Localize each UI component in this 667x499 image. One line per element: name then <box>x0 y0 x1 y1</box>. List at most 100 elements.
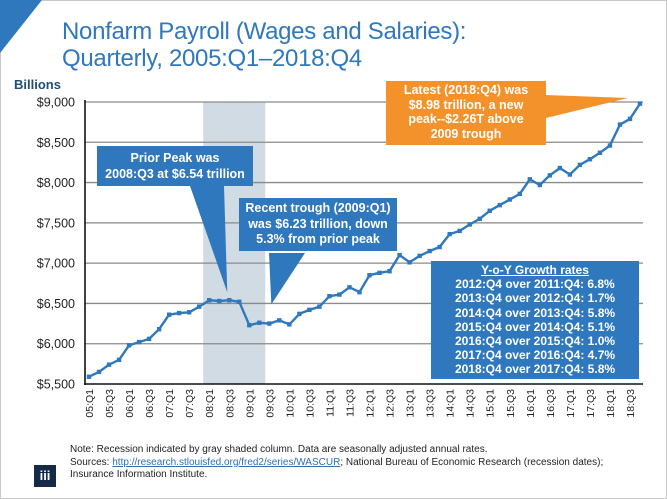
x-tick-label: 12:Q3 <box>385 389 397 418</box>
data-point <box>397 252 402 258</box>
data-point <box>106 362 112 367</box>
page-title: Nonfarm Payroll (Wages and Salaries): Qu… <box>62 18 466 72</box>
data-point <box>587 157 593 162</box>
x-tick-label: 05:Q1 <box>84 389 96 418</box>
data-point <box>457 228 462 234</box>
data-point <box>527 177 532 182</box>
trough-pointer <box>269 253 305 305</box>
prior-peak-pointer <box>190 186 228 293</box>
footer-notes: Note: Recession indicated by gray shaded… <box>70 444 650 482</box>
trough-line-1: Recent trough (2009:Q1) <box>245 201 391 215</box>
data-point <box>136 339 142 345</box>
x-tick-label: 17:Q1 <box>565 389 577 418</box>
x-tick-label: 07:Q3 <box>184 389 196 418</box>
growth-rates-heading: Y-o-Y Growth rates <box>481 263 589 277</box>
data-point <box>96 369 102 375</box>
data-point <box>507 197 512 202</box>
prior-peak-callout: Prior Peak was 2008:Q3 at $6.54 trillion <box>97 146 253 186</box>
x-tick-label: 14:Q1 <box>445 389 457 418</box>
data-point <box>197 304 202 309</box>
x-tick-label: 15:Q1 <box>485 389 497 418</box>
x-tick-label: 10:Q3 <box>304 389 316 418</box>
x-tick-label: 09:Q3 <box>264 389 276 418</box>
x-tick-label: 13:Q3 <box>425 389 437 418</box>
y-tick-label: $5,500 <box>37 378 75 392</box>
data-point <box>307 307 312 313</box>
data-point <box>607 143 613 148</box>
data-point <box>367 273 372 278</box>
data-point <box>617 122 623 127</box>
growth-rate-row: 2016:Q4 over 2015:Q4: 1.0% <box>454 334 616 349</box>
data-point <box>267 321 272 326</box>
x-tick-label: 06:Q1 <box>124 389 136 418</box>
data-point <box>357 289 362 295</box>
y-tick-label: $7,500 <box>37 216 75 230</box>
iii-logo: iii <box>34 465 56 487</box>
data-point <box>577 162 583 168</box>
data-point <box>417 253 422 259</box>
data-point <box>437 244 442 250</box>
data-point <box>166 312 172 317</box>
footer-sources-line-2: Insurance Information Institute. <box>70 469 208 480</box>
data-point <box>597 150 603 155</box>
y-tick-label: $8,500 <box>37 136 75 150</box>
data-point <box>327 293 332 299</box>
data-point <box>237 299 242 305</box>
data-point <box>116 357 122 363</box>
data-point <box>337 292 342 297</box>
x-tick-label: 10:Q1 <box>284 389 296 418</box>
data-point <box>537 182 543 188</box>
title-line-1: Nonfarm Payroll (Wages and Salaries): <box>62 18 467 45</box>
x-tick-label: 18:Q3 <box>625 389 637 418</box>
data-point <box>146 336 152 342</box>
y-tick-label: $6,000 <box>37 337 75 351</box>
data-point <box>207 298 212 303</box>
data-point <box>447 231 452 237</box>
data-point <box>297 311 302 317</box>
data-point <box>257 320 262 325</box>
prior-peak-line-1: Prior Peak was <box>130 151 220 165</box>
latest-callout: Latest (2018:Q4) was $8.98 trillion, a n… <box>386 81 546 145</box>
data-point <box>277 318 282 323</box>
data-point <box>317 304 322 309</box>
y-tick-label: $6,500 <box>37 297 75 311</box>
data-point <box>86 374 92 379</box>
recent-trough-callout: Recent trough (2009:Q1) was $6.23 trilli… <box>239 198 397 251</box>
data-point <box>637 101 643 106</box>
latest-line-3: peak--$2.26T above <box>408 112 524 126</box>
growth-rate-row: 2013:Q4 over 2012:Q4: 1.7% <box>454 291 616 306</box>
growth-rate-row: 2018:Q4 over 2017:Q4: 5.8% <box>454 362 616 377</box>
growth-rate-row: 2012:Q4 over 2011:Q4: 6.8% <box>455 277 615 292</box>
footer-sources: Sources: http://research.stlouisfed.org/… <box>70 457 650 470</box>
y-tick-label: $8,000 <box>37 176 75 190</box>
x-tick-label: 15:Q3 <box>505 389 517 418</box>
footer-note: Note: Recession indicated by gray shaded… <box>70 444 488 455</box>
x-tick-label: 16:Q1 <box>525 389 537 418</box>
data-point <box>176 310 182 316</box>
x-tick-label: 16:Q3 <box>545 389 557 418</box>
data-point <box>227 298 232 303</box>
data-point <box>247 322 252 328</box>
data-point <box>186 310 192 315</box>
x-tick-label: 11:Q3 <box>344 389 356 417</box>
title-line-2: Quarterly, 2005:Q1–2018:Q4 <box>62 45 362 72</box>
latest-line-1: Latest (2018:Q4) was <box>403 83 529 97</box>
data-point <box>557 165 563 171</box>
latest-pointer <box>546 95 628 118</box>
growth-rate-row: 2017:Q4 over 2016:Q4: 4.7% <box>454 348 616 363</box>
x-tick-label: 07:Q1 <box>164 389 176 418</box>
sources-link[interactable]: http://research.stlouisfed.org/fred2/ser… <box>112 456 341 468</box>
latest-line-4: 2009 trough <box>430 126 502 141</box>
data-point <box>467 222 472 227</box>
data-point <box>477 216 482 222</box>
trough-line-2: was $6.23 trillion, down <box>248 216 388 231</box>
x-tick-label: 08:Q1 <box>204 389 216 418</box>
x-tick-label: 17:Q3 <box>585 389 597 418</box>
data-point <box>627 116 633 122</box>
x-tick-label: 08:Q3 <box>224 389 236 418</box>
data-point <box>567 172 573 177</box>
growth-rates-box: Y-o-Y Growth rates 2012:Q4 over 2011:Q4:… <box>431 261 639 379</box>
x-tick-label: 18:Q1 <box>605 389 617 418</box>
data-point <box>547 173 553 178</box>
y-axis-label: Billions <box>14 77 61 92</box>
